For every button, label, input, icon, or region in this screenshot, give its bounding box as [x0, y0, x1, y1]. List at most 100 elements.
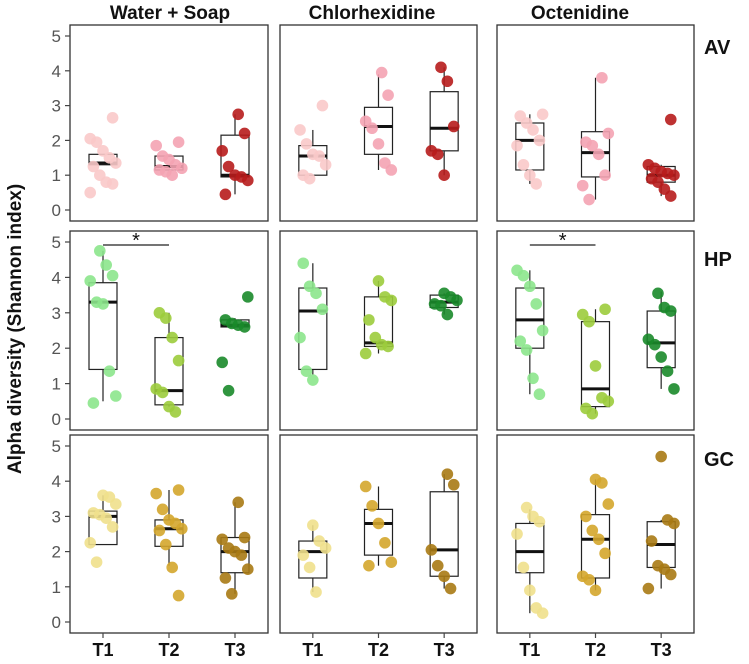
panel-frame: [69, 24, 269, 222]
data-point: [313, 535, 326, 547]
significance-star: *: [132, 230, 140, 252]
y-tick-label: 1: [52, 578, 61, 597]
data-point: [379, 537, 391, 549]
data-point: [441, 308, 454, 321]
panel-gc-octenidine: T1 T2 T3: [496, 434, 695, 660]
data-point: [90, 556, 103, 568]
data-point: [87, 160, 100, 173]
column-title-water-soap: Water + Soap: [110, 3, 230, 24]
data-point: [172, 136, 185, 148]
data-point: [97, 489, 109, 502]
data-point: [379, 157, 391, 169]
panel-hp-chlorhexidine: [279, 230, 478, 431]
data-point: [153, 164, 166, 176]
data-point: [87, 397, 100, 409]
y-tick-label: 0: [52, 410, 61, 429]
x-tick-label: T1: [92, 640, 113, 659]
y-tick-label: 3: [52, 507, 61, 526]
data-point: [428, 298, 441, 310]
data-point: [219, 572, 232, 584]
data-point: [106, 269, 119, 282]
row-label-hp: HP: [704, 249, 732, 271]
data-point: [307, 519, 319, 531]
y-tick-label: 5: [52, 27, 61, 46]
y-tick-label: 3: [52, 304, 61, 323]
data-point: [527, 372, 539, 385]
data-point: [379, 291, 391, 303]
data-point: [84, 132, 96, 145]
data-point: [242, 563, 254, 575]
data-point: [297, 257, 310, 270]
data-point: [447, 478, 460, 491]
panel-av-octenidine: [496, 24, 695, 222]
data-point: [172, 589, 185, 602]
data-point: [530, 602, 543, 614]
data-point: [310, 586, 322, 598]
data-point: [90, 296, 103, 308]
data-point: [511, 528, 523, 540]
data-point: [655, 450, 667, 463]
y-tick-label: 4: [52, 268, 61, 287]
panel-frame: [496, 230, 695, 431]
panel-hp-water-soap: 0 1 2 3 4 5 *: [52, 230, 269, 431]
data-point: [172, 354, 185, 367]
column-title-chlorhexidine: Chlorhexidine: [309, 3, 436, 24]
data-point: [661, 514, 674, 526]
data-point: [596, 391, 608, 404]
data-point: [363, 559, 375, 572]
data-point: [87, 507, 100, 519]
box-t2: [580, 131, 611, 178]
data-point: [166, 561, 178, 574]
data-point: [366, 500, 378, 512]
data-point: [511, 139, 523, 152]
data-point: [94, 169, 106, 181]
data-point: [316, 303, 329, 316]
y-tick-label: 5: [52, 437, 61, 456]
data-point: [363, 314, 375, 326]
data-point: [580, 136, 592, 148]
data-point: [150, 139, 162, 152]
data-point: [222, 384, 235, 397]
data-point: [150, 487, 162, 500]
data-point: [307, 148, 319, 161]
data-point: [592, 148, 605, 161]
box-t3: [220, 536, 250, 574]
significance-star: *: [559, 230, 567, 252]
data-point: [372, 517, 385, 530]
data-point: [527, 510, 539, 523]
data-point: [219, 314, 232, 326]
x-tick-label: T3: [651, 640, 672, 659]
data-point: [441, 468, 454, 480]
panel-av-water-soap: 0 1 2 3 4 5: [52, 24, 269, 222]
x-tick-label: T2: [158, 640, 179, 659]
box-t2: [580, 321, 611, 408]
y-tick-label: 2: [52, 131, 61, 150]
y-tick-label: 5: [52, 233, 61, 252]
data-point: [576, 179, 589, 192]
data-point: [524, 280, 536, 293]
data-point: [166, 331, 178, 344]
data-point: [160, 538, 172, 551]
data-point: [110, 390, 122, 402]
data-point: [524, 584, 536, 597]
data-point: [592, 533, 605, 546]
data-point: [319, 158, 332, 171]
data-point: [438, 570, 450, 583]
x-tick-label: T3: [224, 640, 245, 659]
data-point: [97, 145, 109, 157]
data-point: [219, 188, 232, 201]
data-point: [222, 160, 235, 173]
data-point: [536, 108, 549, 121]
y-tick-label: 0: [52, 201, 61, 220]
data-point: [536, 324, 549, 337]
x-tick-label: T3: [434, 640, 455, 659]
y-axis-label: Alpha diversity (Shannon index): [5, 184, 26, 474]
data-point: [100, 259, 112, 271]
data-point: [103, 365, 116, 378]
data-point: [238, 531, 251, 544]
data-point: [425, 544, 438, 556]
data-point: [229, 169, 241, 181]
box-t3: [429, 91, 459, 152]
data-point: [586, 524, 599, 537]
data-point: [530, 178, 543, 190]
